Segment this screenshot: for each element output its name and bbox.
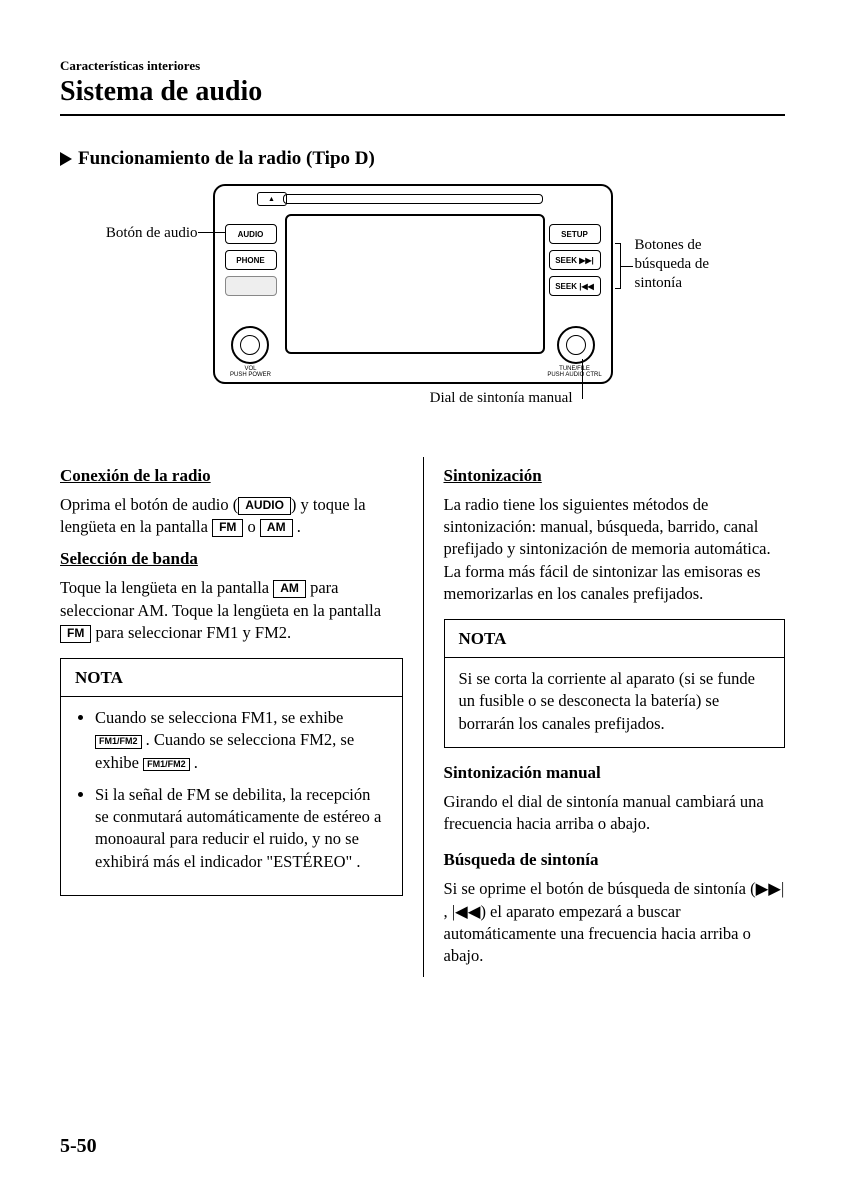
radio-unit: ▲ AUDIO PHONE SETUP SEEK ▶▶| SEEK |◀◀ VO… <box>213 184 613 384</box>
nota-title: NOTA <box>445 620 785 658</box>
nota-box-left: NOTA Cuando se selecciona FM1, se exhibe… <box>60 658 403 896</box>
callout-audio-button: Botón de audio <box>103 224 198 243</box>
section-title: Funcionamiento de la radio (Tipo D) <box>60 148 785 170</box>
fm-label-inline: FM <box>212 519 243 537</box>
header-divider <box>60 114 785 116</box>
seek-fwd-button: SEEK ▶▶| <box>549 250 601 270</box>
nota-title: NOTA <box>61 659 402 697</box>
radio-diagram: Botón de audio Botones de búsqueda de si… <box>60 184 785 437</box>
fm1fm2-label: FM1/FM2 <box>95 735 142 749</box>
audio-label-inline: AUDIO <box>238 497 291 515</box>
fm1fm2-label: FM1/FM2 <box>143 758 190 772</box>
callout-line <box>621 266 633 267</box>
right-column: Sintonización La radio tiene los siguien… <box>423 457 786 977</box>
heading-busqueda: Búsqueda de sintonía <box>444 849 786 872</box>
cd-slot <box>283 194 543 204</box>
audio-button: AUDIO <box>225 224 277 244</box>
para-sintonizacion: La radio tiene los siguientes métodos de… <box>444 494 786 605</box>
heading-banda: Selección de banda <box>60 548 403 571</box>
heading-manual: Sintonización manual <box>444 762 786 785</box>
tune-knob <box>557 326 595 364</box>
left-column: Conexión de la radio Oprima el botón de … <box>60 457 423 977</box>
callout-seek-buttons: Botones de búsqueda de sintonía <box>635 236 743 292</box>
volume-knob <box>231 326 269 364</box>
header-title: Sistema de audio <box>60 76 785 108</box>
section-title-text: Funcionamiento de la radio (Tipo D) <box>78 148 375 170</box>
header-category: Características interiores <box>60 58 785 74</box>
heading-sintonizacion: Sintonización <box>444 465 786 488</box>
nota-text: Si se corta la corriente al aparato (si … <box>459 668 771 735</box>
callout-tune-dial: Dial de sintonía manual <box>213 390 613 407</box>
para-manual: Girando el dial de sintonía manual cambi… <box>444 791 786 836</box>
tune-knob-label: TUNE/FILE PUSH AUDIO CTRL <box>545 366 605 378</box>
fm-label-inline: FM <box>60 625 91 643</box>
nota-item: Cuando se selecciona FM1, se exhibe FM1/… <box>95 707 388 774</box>
blank-button <box>225 276 277 296</box>
para-conexion: Oprima el botón de audio (AUDIO) y toque… <box>60 494 403 539</box>
page-number: 5-50 <box>60 1135 97 1158</box>
radio-screen <box>285 214 545 354</box>
heading-conexion: Conexión de la radio <box>60 465 403 488</box>
nota-item: Si la señal de FM se debilita, la recepc… <box>95 784 388 873</box>
nota-box-right: NOTA Si se corta la corriente al aparato… <box>444 619 786 748</box>
am-label-inline: AM <box>273 580 306 598</box>
content-columns: Conexión de la radio Oprima el botón de … <box>60 457 785 977</box>
setup-button: SETUP <box>549 224 601 244</box>
phone-button: PHONE <box>225 250 277 270</box>
para-banda: Toque la lengüeta en la pantalla AM para… <box>60 577 403 644</box>
seek-back-button: SEEK |◀◀ <box>549 276 601 296</box>
para-busqueda: Si se oprime el botón de búsqueda de sin… <box>444 878 786 967</box>
triangle-icon <box>60 152 72 166</box>
volume-knob-label: VOL PUSH POWER <box>221 366 281 378</box>
am-label-inline: AM <box>260 519 293 537</box>
